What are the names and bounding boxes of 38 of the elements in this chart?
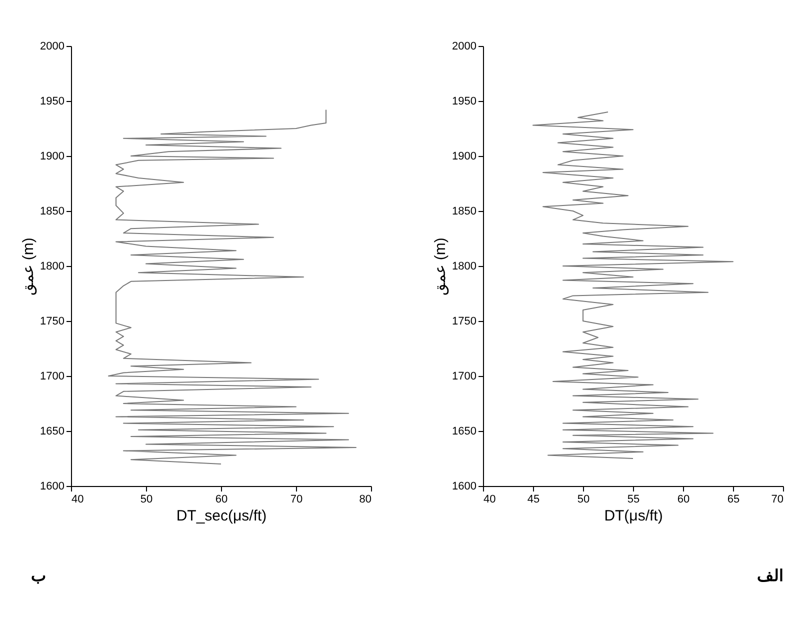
x-tick-label: 40 bbox=[484, 494, 496, 506]
x-tick-label: 70 bbox=[771, 494, 784, 506]
y-tick-label: 1700 bbox=[40, 370, 64, 382]
x-tick-label: 50 bbox=[140, 494, 153, 506]
x-tick-label: 60 bbox=[215, 494, 228, 506]
x-tick-label: 70 bbox=[290, 494, 303, 506]
y-tick-label: 1950 bbox=[452, 96, 476, 108]
x-tick-label: 65 bbox=[727, 494, 740, 506]
y-tick-label: 2000 bbox=[40, 40, 64, 52]
y-tick-label: 1750 bbox=[452, 316, 476, 328]
y-axis-title: عمق (m) bbox=[20, 238, 38, 296]
y-axis-title: عمق (m) bbox=[432, 238, 450, 296]
x-tick-label: 40 bbox=[72, 494, 84, 506]
x-tick-label: 55 bbox=[627, 494, 640, 506]
y-tick-label: 1600 bbox=[40, 480, 64, 492]
y-tick-label: 1850 bbox=[40, 206, 64, 218]
x-tick-label: 80 bbox=[359, 494, 372, 506]
y-tick-label: 1750 bbox=[40, 316, 64, 328]
line-series bbox=[532, 112, 734, 459]
y-tick-label: 1900 bbox=[40, 150, 64, 162]
y-tick-label: 1600 bbox=[452, 480, 476, 492]
x-axis-title: DT(μs/ft) bbox=[604, 508, 663, 524]
y-tick-label: 1650 bbox=[452, 426, 476, 438]
x-tick-label: 60 bbox=[677, 494, 690, 506]
y-tick-label: 1650 bbox=[40, 426, 64, 438]
line-series bbox=[108, 109, 356, 464]
x-tick-label: 45 bbox=[527, 494, 540, 506]
y-tick-label: 1950 bbox=[40, 96, 64, 108]
y-tick-label: 1900 bbox=[452, 150, 476, 162]
text: ب bbox=[31, 568, 46, 585]
y-tick-label: 1800 bbox=[452, 260, 476, 272]
text: الف bbox=[757, 568, 783, 585]
x-tick-label: 50 bbox=[577, 494, 590, 506]
y-tick-label: 1700 bbox=[452, 370, 476, 382]
x-axis-title: DT_sec(μs/ft) bbox=[176, 508, 267, 524]
y-tick-label: 1800 bbox=[40, 260, 64, 272]
y-tick-label: 1850 bbox=[452, 206, 476, 218]
y-tick-label: 2000 bbox=[452, 40, 476, 52]
